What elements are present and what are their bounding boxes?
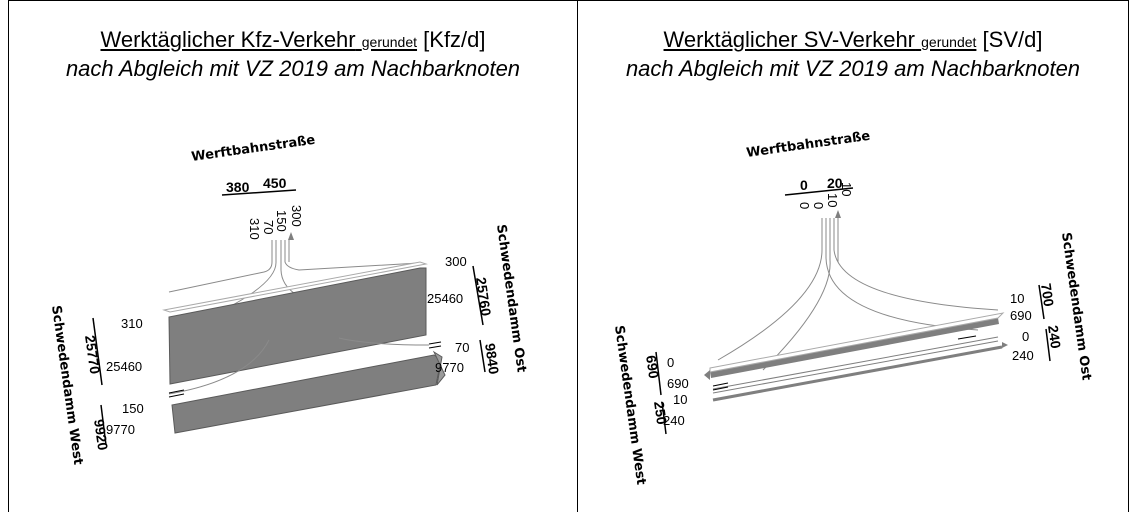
north-turn-1: 310 <box>247 218 262 240</box>
east-total-line-2 <box>1045 328 1051 362</box>
east-total-1: 25760 <box>473 276 494 317</box>
flow-band-lower <box>171 354 442 434</box>
west-total-2: 9920 <box>91 418 111 451</box>
north-turn-3: 150 <box>274 210 289 232</box>
north-total-in: 380 <box>226 179 250 195</box>
north-total-in: 0 <box>800 177 808 193</box>
sv-flow-diagram: Werftbahnstraße 0 20 0 0 10 10 Schwedend… <box>611 129 1094 486</box>
west-short-lanes <box>168 389 185 398</box>
north-arrow <box>835 210 841 218</box>
east-short-lanes <box>428 341 442 349</box>
title-unit: [SV/d] <box>982 27 1043 52</box>
north-total-line <box>221 189 297 196</box>
east-value-3: 70 <box>455 340 469 355</box>
north-total-out: 20 <box>827 175 843 191</box>
title-unit: [Kfz/d] <box>423 27 486 52</box>
east-value-4: 240 <box>1012 348 1034 363</box>
west-total-2: 250 <box>651 400 670 426</box>
east-value-1: 300 <box>445 254 467 269</box>
panel-title: Werktäglicher SV-Verkehr gerundet [SV/d] <box>578 27 1128 55</box>
east-total-line-1 <box>1038 284 1045 320</box>
east-total-1: 700 <box>1038 282 1057 308</box>
street-north: Werftbahnstraße <box>190 133 316 165</box>
north-turn-2: 0 <box>811 202 826 209</box>
title-small: gerundet <box>361 34 418 50</box>
turn-arc-east <box>338 337 430 346</box>
east-value-4: 9770 <box>435 360 464 375</box>
east-value-2: 690 <box>1010 308 1032 323</box>
west-value-3: 10 <box>673 392 687 407</box>
west-total-line-2 <box>661 401 667 435</box>
flow-band-main-arrow <box>704 370 710 380</box>
flow-band-main <box>710 318 999 378</box>
north-total-line <box>784 187 854 196</box>
west-value-1: 0 <box>667 355 674 370</box>
north-turn-4: 300 <box>289 205 304 227</box>
figure-frame <box>8 0 1129 512</box>
west-value-2: 690 <box>667 376 689 391</box>
east-value-3: 0 <box>1022 329 1029 344</box>
panel-sv: Werktäglicher SV-Verkehr gerundet [SV/d]… <box>578 0 1128 512</box>
title-main: Werktäglicher Kfz-Verkehr <box>100 27 356 52</box>
panel-subtitle: nach Abgleich mit VZ 2019 am Nachbarknot… <box>65 56 521 81</box>
street-north: Werftbahnstraße <box>745 129 871 161</box>
panel-subtitle: nach Abgleich mit VZ 2019 am Nachbarknot… <box>625 56 1081 81</box>
north-turn-2: 70 <box>261 220 276 234</box>
turn-arc-west <box>168 339 270 395</box>
west-total-line-1 <box>92 317 103 386</box>
panel-divider <box>577 0 578 512</box>
west-value-4: 9770 <box>106 422 135 437</box>
east-total-2: 240 <box>1045 324 1064 350</box>
flow-band-lower-arrow <box>432 350 446 386</box>
east-total-line-2 <box>479 339 486 373</box>
north-turn-3: 10 <box>825 193 840 207</box>
title-small: gerundet <box>921 34 977 50</box>
west-total-1: 25770 <box>82 334 103 375</box>
west-value-2: 25460 <box>106 359 142 374</box>
west-total-line-2 <box>100 404 107 446</box>
flow-band-main <box>168 267 427 385</box>
west-value-4: 240 <box>663 413 685 428</box>
street-west: Schwedendamm West <box>48 304 85 465</box>
lower-lanes <box>712 336 1003 402</box>
east-value-2: 25460 <box>427 291 463 306</box>
street-east: Schwedendamm Ost <box>1058 231 1094 381</box>
east-arrow <box>1002 342 1008 348</box>
flow-band-edge <box>162 261 428 313</box>
east-total-2: 9840 <box>482 342 502 375</box>
west-value-1: 310 <box>121 316 143 331</box>
north-total-out: 450 <box>263 175 287 191</box>
title-main: Werktäglicher SV-Verkehr <box>663 27 916 52</box>
north-turn-4: 10 <box>839 182 854 196</box>
kfz-flow-diagram: Werftbahnstraße 380 450 310 70 150 300 S… <box>48 133 529 466</box>
west-value-3: 150 <box>122 401 144 416</box>
north-turn-1: 0 <box>797 202 812 209</box>
panel-title: Werktäglicher Kfz-Verkehr gerundet [Kfz/… <box>9 27 577 55</box>
short-lanes <box>712 335 977 391</box>
street-west: Schwedendamm West <box>611 324 648 485</box>
east-value-1: 10 <box>1010 291 1024 306</box>
east-total-line-1 <box>472 265 484 326</box>
north-arrow <box>288 232 294 240</box>
panel-kfz: Werktäglicher Kfz-Verkehr gerundet [Kfz/… <box>9 0 577 512</box>
west-total-line-1 <box>655 351 662 396</box>
